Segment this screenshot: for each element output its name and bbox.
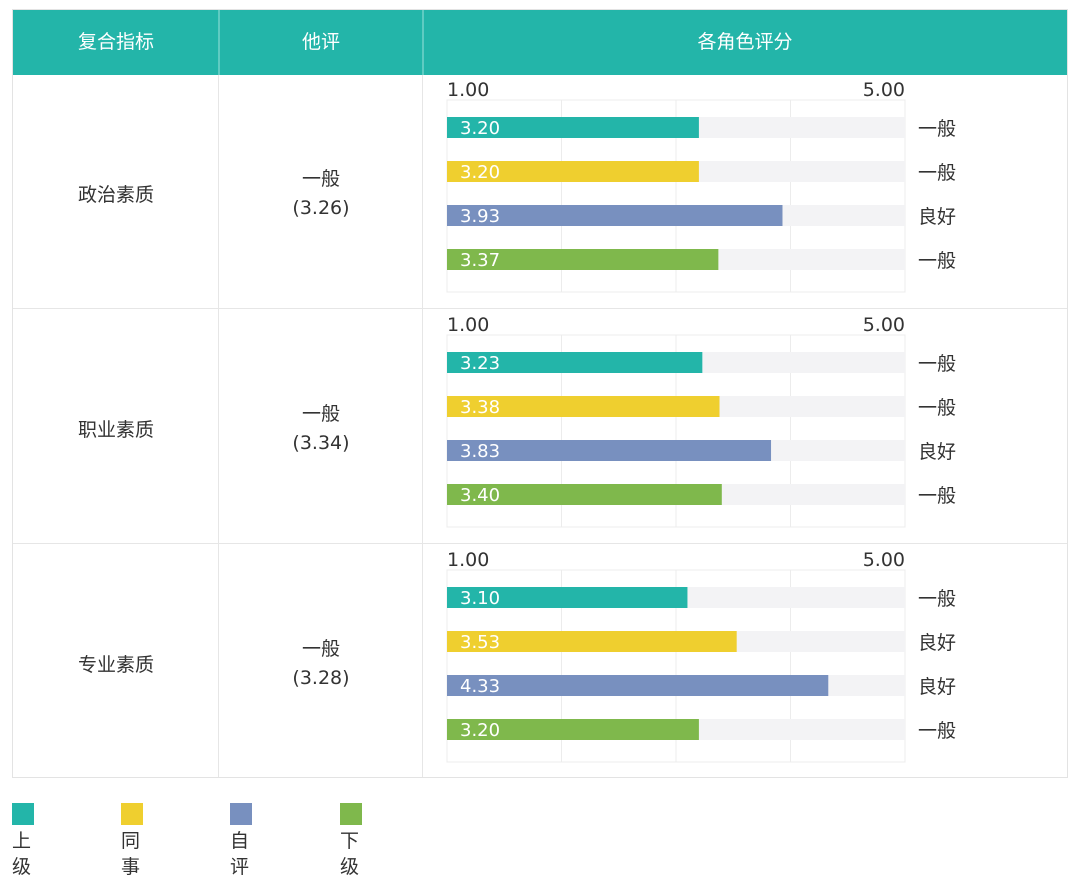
category-label: 政治素质	[77, 184, 154, 206]
bar-value-label: 3.20	[460, 720, 500, 741]
other-rating-score: (3.34)	[292, 432, 350, 454]
row-divider	[13, 543, 1067, 544]
header-composite-indicator: 复合指标	[77, 31, 154, 53]
axis-max-label: 5.00	[863, 79, 905, 101]
bar-level-label: 良好	[918, 632, 956, 654]
legend-label: 上级	[12, 830, 32, 878]
axis-max-label: 5.00	[863, 549, 905, 571]
row-divider	[13, 308, 1067, 309]
bar-level-label: 良好	[918, 206, 956, 228]
category-label: 职业素质	[77, 419, 154, 441]
bar-value-label: 3.23	[460, 353, 500, 374]
bar-value-label: 3.53	[460, 632, 500, 653]
role-score-bar-chart: 1.00 5.00 3.20 一般 3.20 一般 3.93 良好 3.37 一般 1.00 5.00…	[446, 79, 956, 763]
legend-swatch	[121, 802, 143, 825]
legend-swatch	[12, 802, 34, 825]
bar-level-label: 一般	[918, 720, 956, 742]
bar	[447, 205, 783, 226]
legend-item: 自评	[230, 802, 266, 878]
bar-level-label: 一般	[918, 485, 956, 507]
other-rating-cell: 一般 (3.26)	[219, 165, 423, 223]
legend-item: 同事	[121, 802, 157, 878]
bar-value-label: 3.83	[460, 441, 500, 462]
header-divider	[422, 10, 424, 75]
bar	[447, 440, 772, 461]
column-divider	[218, 75, 219, 777]
header-other-rating: 他评	[301, 31, 340, 53]
bar-value-label: 3.37	[460, 250, 500, 271]
bar	[447, 117, 699, 138]
legend-swatch	[340, 802, 362, 825]
other-rating-text: 一般	[301, 168, 340, 190]
category-label: 专业素质	[77, 654, 154, 676]
other-rating-text: 一般	[301, 638, 340, 660]
score-table: 复合指标 他评 各角色评分 政治素质 一般 (3.26) 职业素质 一般 (3.…	[12, 9, 1068, 778]
legend-item: 上级	[12, 802, 48, 878]
bar	[447, 675, 829, 696]
bar-value-label: 3.10	[460, 588, 500, 609]
bar	[447, 249, 719, 270]
legend-label: 自评	[230, 830, 250, 878]
header-divider	[218, 10, 220, 75]
other-rating-cell: 一般 (3.34)	[219, 400, 423, 458]
bar	[447, 484, 722, 505]
bar-value-label: 4.33	[460, 676, 500, 697]
table-header: 复合指标 他评 各角色评分	[13, 10, 1067, 75]
axis-max-label: 5.00	[863, 314, 905, 336]
legend-swatch	[230, 802, 252, 825]
bar	[447, 352, 703, 373]
bar-level-label: 一般	[918, 118, 956, 140]
bar-level-label: 一般	[918, 353, 956, 375]
header-role-scores: 各角色评分	[697, 31, 793, 53]
axis-min-label: 1.00	[447, 79, 489, 101]
bar-level-label: 良好	[918, 676, 956, 698]
other-rating-text: 一般	[301, 403, 340, 425]
legend-label: 同事	[121, 830, 141, 878]
bar	[447, 587, 688, 608]
bar-value-label: 3.38	[460, 397, 500, 418]
bar	[447, 719, 699, 740]
other-rating-score: (3.26)	[292, 197, 350, 219]
other-rating-cell: 一般 (3.28)	[219, 635, 423, 693]
axis-min-label: 1.00	[447, 314, 489, 336]
bar-level-label: 一般	[918, 397, 956, 419]
axis-min-label: 1.00	[447, 549, 489, 571]
column-divider	[422, 75, 423, 777]
other-rating-score: (3.28)	[292, 667, 350, 689]
bar-level-label: 一般	[918, 162, 956, 184]
bar-level-label: 一般	[918, 250, 956, 272]
bar	[447, 396, 720, 417]
bar-value-label: 3.40	[460, 485, 500, 506]
bar	[447, 161, 699, 182]
bar-value-label: 3.20	[460, 162, 500, 183]
bar-level-label: 良好	[918, 441, 956, 463]
legend-item: 下级	[340, 802, 376, 878]
bar-value-label: 3.93	[460, 206, 500, 227]
legend-label: 下级	[340, 830, 360, 878]
bar	[447, 631, 737, 652]
bar-level-label: 一般	[918, 588, 956, 610]
bar-value-label: 3.20	[460, 118, 500, 139]
